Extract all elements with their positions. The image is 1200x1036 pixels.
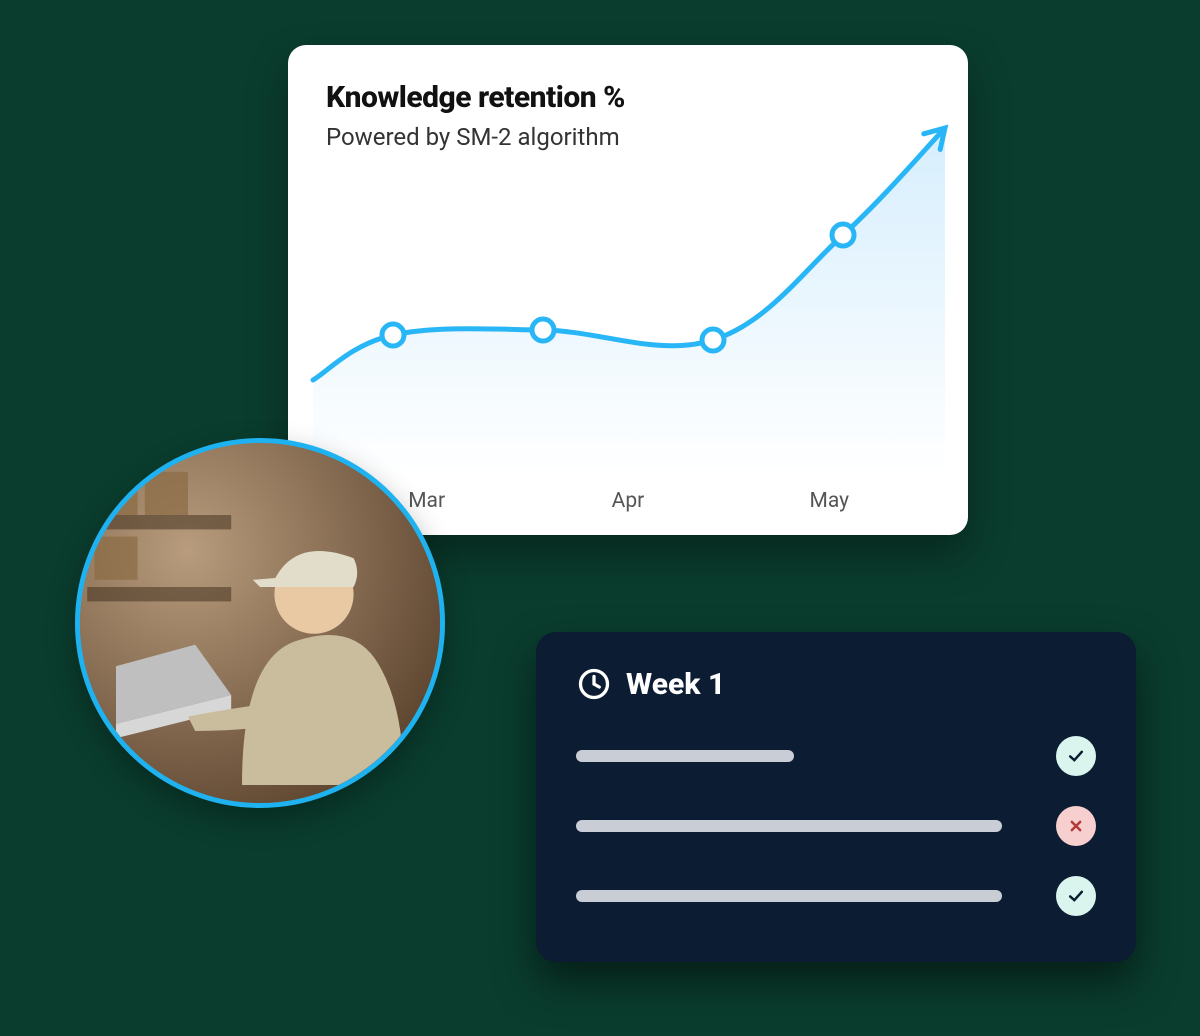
week-title: Week 1 — [626, 667, 725, 702]
x-tick: Apr — [527, 489, 728, 513]
chart-title: Knowledge retention % — [326, 80, 930, 115]
task-placeholder-bar — [576, 890, 1002, 902]
task-placeholder-bar — [576, 820, 1002, 832]
week-card: Week 1 — [536, 632, 1136, 962]
clock-icon — [576, 666, 612, 702]
task-list — [576, 736, 1096, 916]
chart-x-axis: MarAprMay — [326, 489, 930, 513]
avatar-placeholder-icon — [80, 443, 440, 803]
task-row — [576, 876, 1096, 916]
week-card-header: Week 1 — [576, 666, 1096, 702]
status-done-icon — [1056, 736, 1096, 776]
retention-line-chart — [288, 45, 968, 535]
knowledge-retention-card: Knowledge retention % Powered by SM-2 al… — [288, 45, 968, 535]
status-failed-icon — [1056, 806, 1096, 846]
x-tick: May — [729, 489, 930, 513]
status-done-icon — [1056, 876, 1096, 916]
task-placeholder-bar — [576, 750, 794, 762]
task-row — [576, 806, 1096, 846]
task-row — [576, 736, 1096, 776]
chart-subtitle: Powered by SM-2 algorithm — [326, 123, 930, 151]
avatar — [75, 438, 445, 808]
